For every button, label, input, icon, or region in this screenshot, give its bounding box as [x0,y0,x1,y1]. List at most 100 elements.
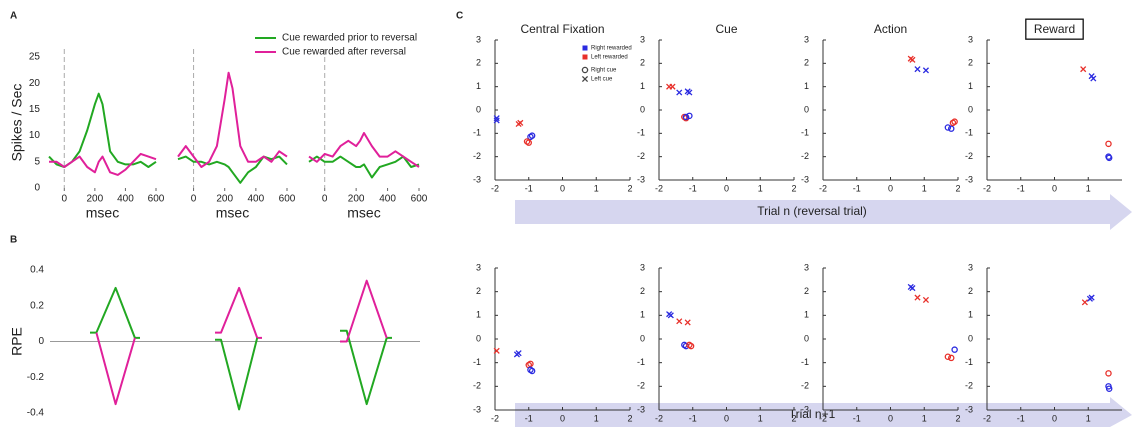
x-tick-label: 200 [87,194,104,205]
x-tick-label: 2 [955,183,960,193]
panel-label: B [10,235,17,246]
scatter-point [948,125,955,132]
scatter-point [1105,140,1112,148]
scatter-point [493,347,500,354]
x-tick-label: 1 [758,183,763,193]
x-tick-label: -1 [525,413,533,423]
scatter-point [1086,295,1093,302]
scatter-point [669,83,676,90]
y-tick-label: -1 [801,357,809,367]
subplot-title: Central Fixation [520,22,604,36]
scatter-point [676,318,683,325]
y-tick-label: -1 [965,357,973,367]
x-tick-label: 0 [62,194,68,205]
x-tick-label: 200 [348,194,365,205]
scatter-point [909,56,916,63]
series-line [90,286,140,339]
arrow-label: Trial n (reversal trial) [757,204,867,218]
y-axis-label: RPE [9,327,25,356]
scatter-point [944,353,952,360]
y-tick-label: 2 [968,58,973,68]
y-tick-label: 0 [476,104,481,114]
y-tick-label: -2 [637,381,645,391]
y-tick-label: 1 [804,310,809,320]
x-tick-label: -1 [853,183,861,193]
scatter-point [949,119,957,127]
legend-label: Left rewarded [591,55,628,61]
x-axis-label: msec [347,205,380,221]
scatter-point [493,117,500,124]
x-tick-label: -2 [819,413,827,423]
scatter-point [1105,154,1113,162]
x-tick-label: 400 [379,194,396,205]
y-tick-label: 3 [640,262,645,272]
y-tick-label: 20 [29,78,41,89]
arrow-label: Trial n+1 [789,407,836,421]
series-line [49,152,157,176]
y-tick-label: 1 [640,81,645,91]
x-tick-label: -2 [819,183,827,193]
x-tick-label: -2 [491,183,499,193]
subplot-title: Action [874,22,907,36]
y-tick-label: -2 [801,381,809,391]
scatter-point [686,341,693,349]
x-tick-label: -1 [853,413,861,423]
x-tick-label: -1 [689,183,697,193]
x-tick-label: 0 [1052,183,1057,193]
x-tick-label: 0 [191,194,197,205]
scatter-point [922,296,929,304]
subplot-title: Cue [715,22,737,36]
y-tick-label: 2 [640,286,645,296]
x-tick-label: 1 [594,413,599,423]
y-tick-label: 1 [968,81,973,91]
y-tick-label: 2 [804,58,809,68]
legend-label: Left cue [591,77,613,83]
panel-label: C [456,11,463,22]
scatter-point [1090,75,1097,82]
scatter-point [1105,385,1113,392]
y-axis-label: Spikes / Sec [9,84,25,162]
legend-label: Cue rewarded after reversal [282,47,406,58]
x-tick-label: 1 [1086,183,1091,193]
series-line [95,332,136,406]
y-tick-label: -0.2 [27,372,45,383]
legend-marker [581,75,589,83]
y-tick-label: -2 [965,151,973,161]
y-tick-label: 0 [968,104,973,114]
x-tick-label: 1 [922,183,927,193]
scatter-point [684,319,691,326]
x-tick-label: -2 [983,183,991,193]
scatter-point [686,112,693,120]
y-tick-label: 0 [34,183,40,194]
y-tick-label: 2 [640,58,645,68]
y-tick-label: 1 [476,81,481,91]
subplot-title: Reward [1034,22,1075,36]
x-tick-label: 2 [791,413,796,423]
x-tick-label: 600 [148,194,165,205]
y-tick-label: -3 [965,174,973,184]
scatter-point [944,124,952,131]
y-tick-label: -3 [637,174,645,184]
y-tick-label: 1 [640,310,645,320]
trial-arrow [515,397,1132,427]
scatter-point [493,115,500,122]
series-line [308,155,420,179]
x-tick-label: -2 [655,413,663,423]
panel-label: A [10,11,17,22]
y-tick-label: 0 [804,104,809,114]
scatter-point [922,67,929,74]
y-tick-label: 0 [38,336,44,347]
y-tick-label: -3 [965,404,973,414]
y-tick-label: 0 [640,333,645,343]
scatter-point [523,138,531,145]
y-tick-label: -2 [473,151,481,161]
y-tick-label: 2 [476,286,481,296]
x-tick-label: 2 [627,413,632,423]
y-tick-label: 5 [34,156,40,167]
y-tick-label: 15 [29,104,41,115]
x-tick-label: 0 [724,183,729,193]
scatter-point [914,66,921,73]
series-line [215,286,262,339]
